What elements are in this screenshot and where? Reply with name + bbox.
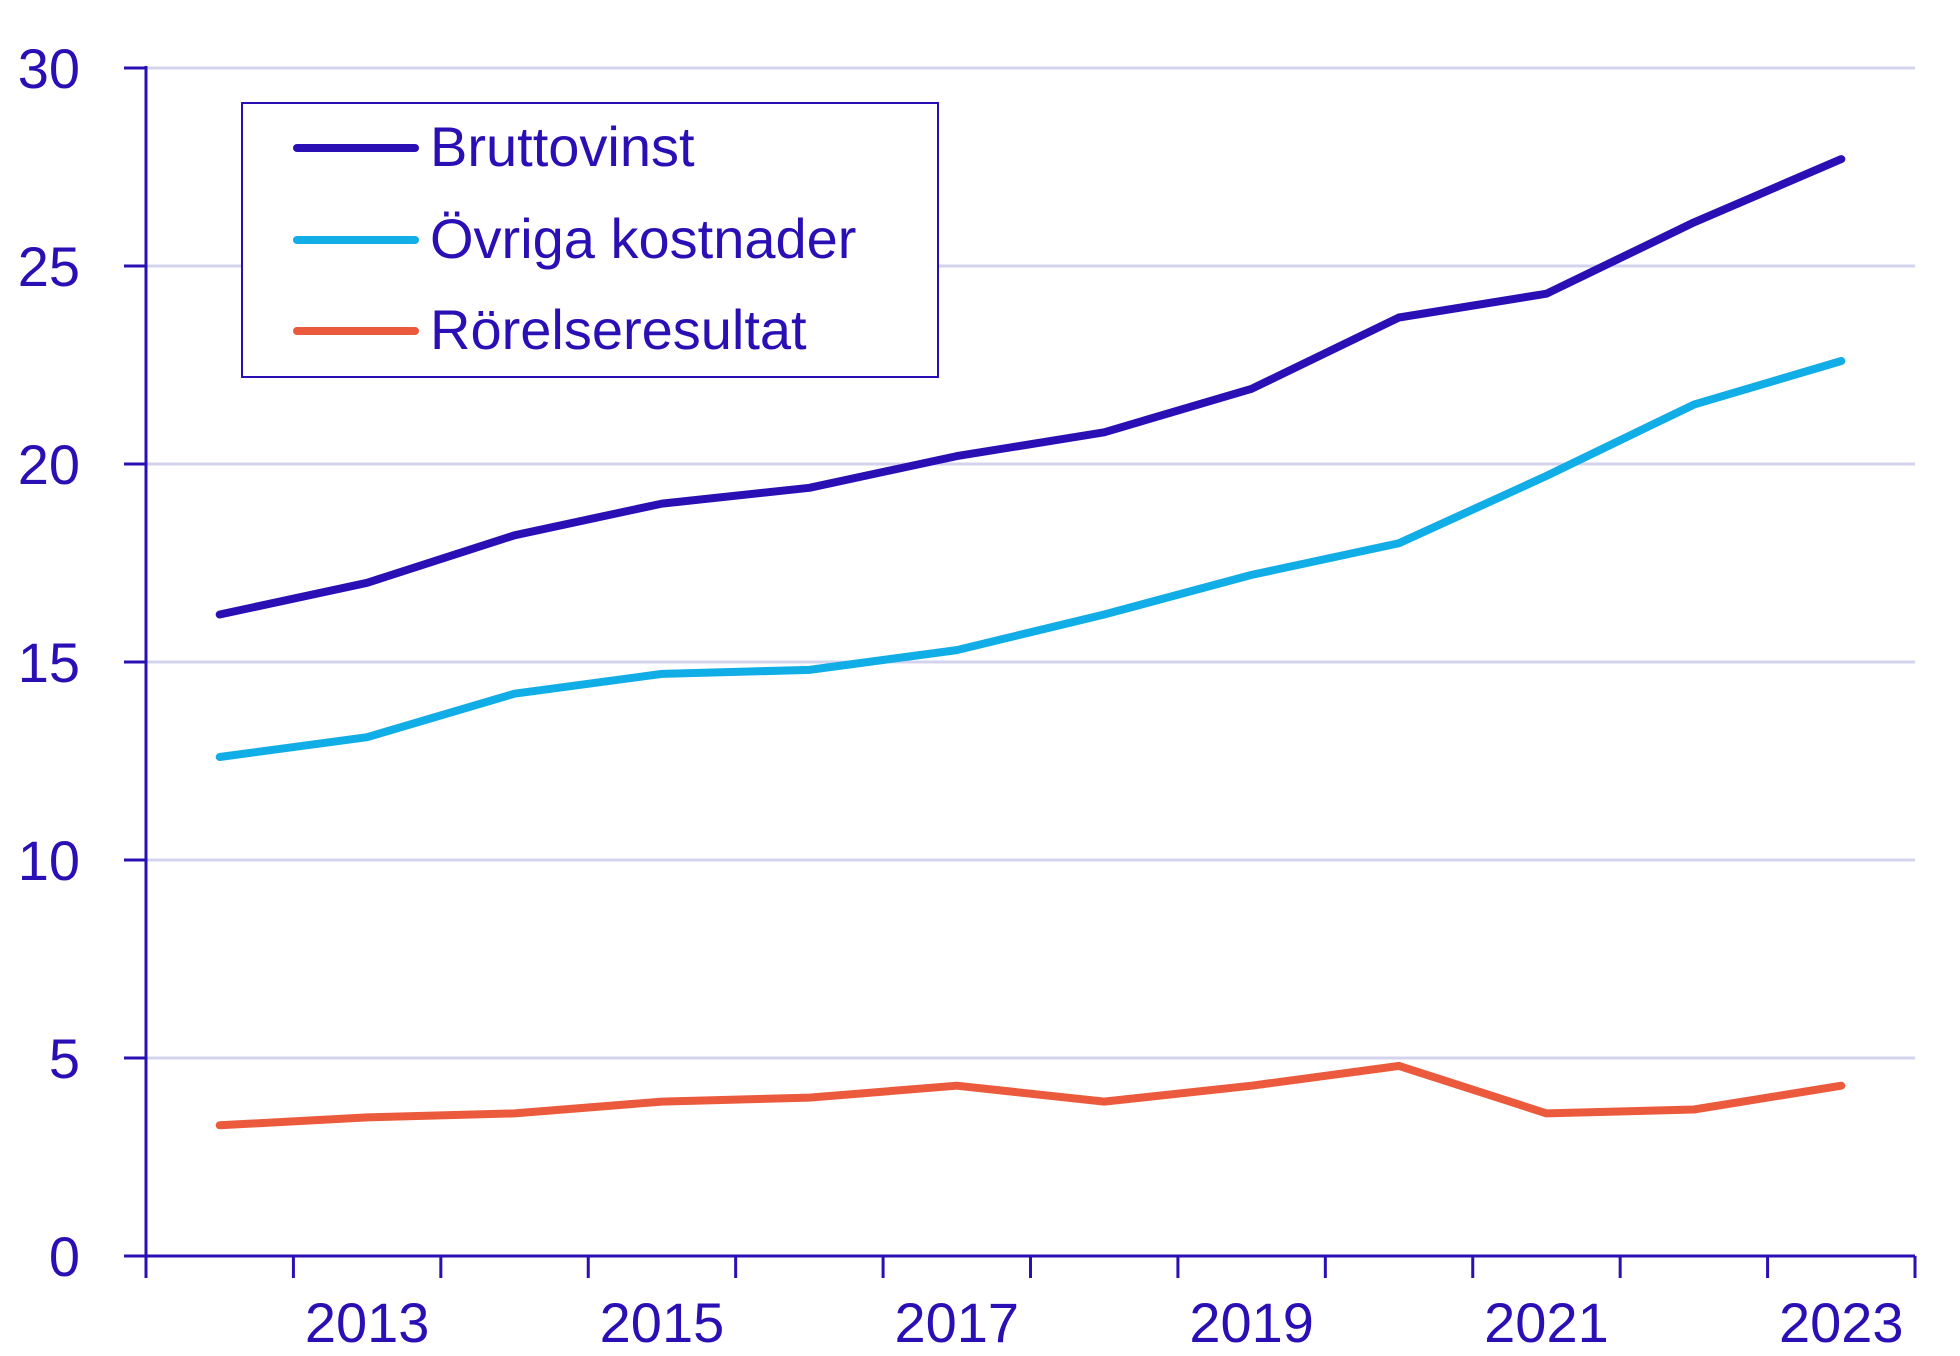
y-tick-label: 5	[49, 1027, 80, 1090]
x-tick-label: 2019	[1189, 1291, 1314, 1354]
legend: Bruttovinst Övriga kostnader Rörelseresu…	[241, 102, 939, 378]
series-line-0	[215, 155, 1846, 619]
y-axis-ticks: 0 5 10 15 20 25 30	[18, 37, 146, 1288]
x-tick-label: 2021	[1484, 1291, 1609, 1354]
y-tick-label: 0	[49, 1225, 80, 1288]
y-tick-label: 15	[18, 631, 80, 694]
series-line-1	[215, 357, 1846, 761]
x-tick-label: 2023	[1779, 1291, 1904, 1354]
y-tick-label: 30	[18, 37, 80, 100]
y-tick-label: 10	[18, 829, 80, 892]
series-line-2	[215, 1061, 1846, 1130]
legend-label-ovriga-kostnader: Övriga kostnader	[430, 207, 856, 270]
legend-label-rorelseresultat: Rörelseresultat	[430, 298, 807, 361]
x-tick-label: 2013	[305, 1291, 430, 1354]
legend-label-bruttovinst: Bruttovinst	[430, 115, 695, 178]
y-tick-label: 20	[18, 433, 80, 496]
y-tick-label: 25	[18, 235, 80, 298]
series-lines	[215, 155, 1846, 1130]
x-tick-label: 2015	[600, 1291, 725, 1354]
x-axis-ticks: 2013 2015 2017 2019 2021 2023	[144, 1256, 1917, 1354]
x-tick-label: 2017	[895, 1291, 1020, 1354]
